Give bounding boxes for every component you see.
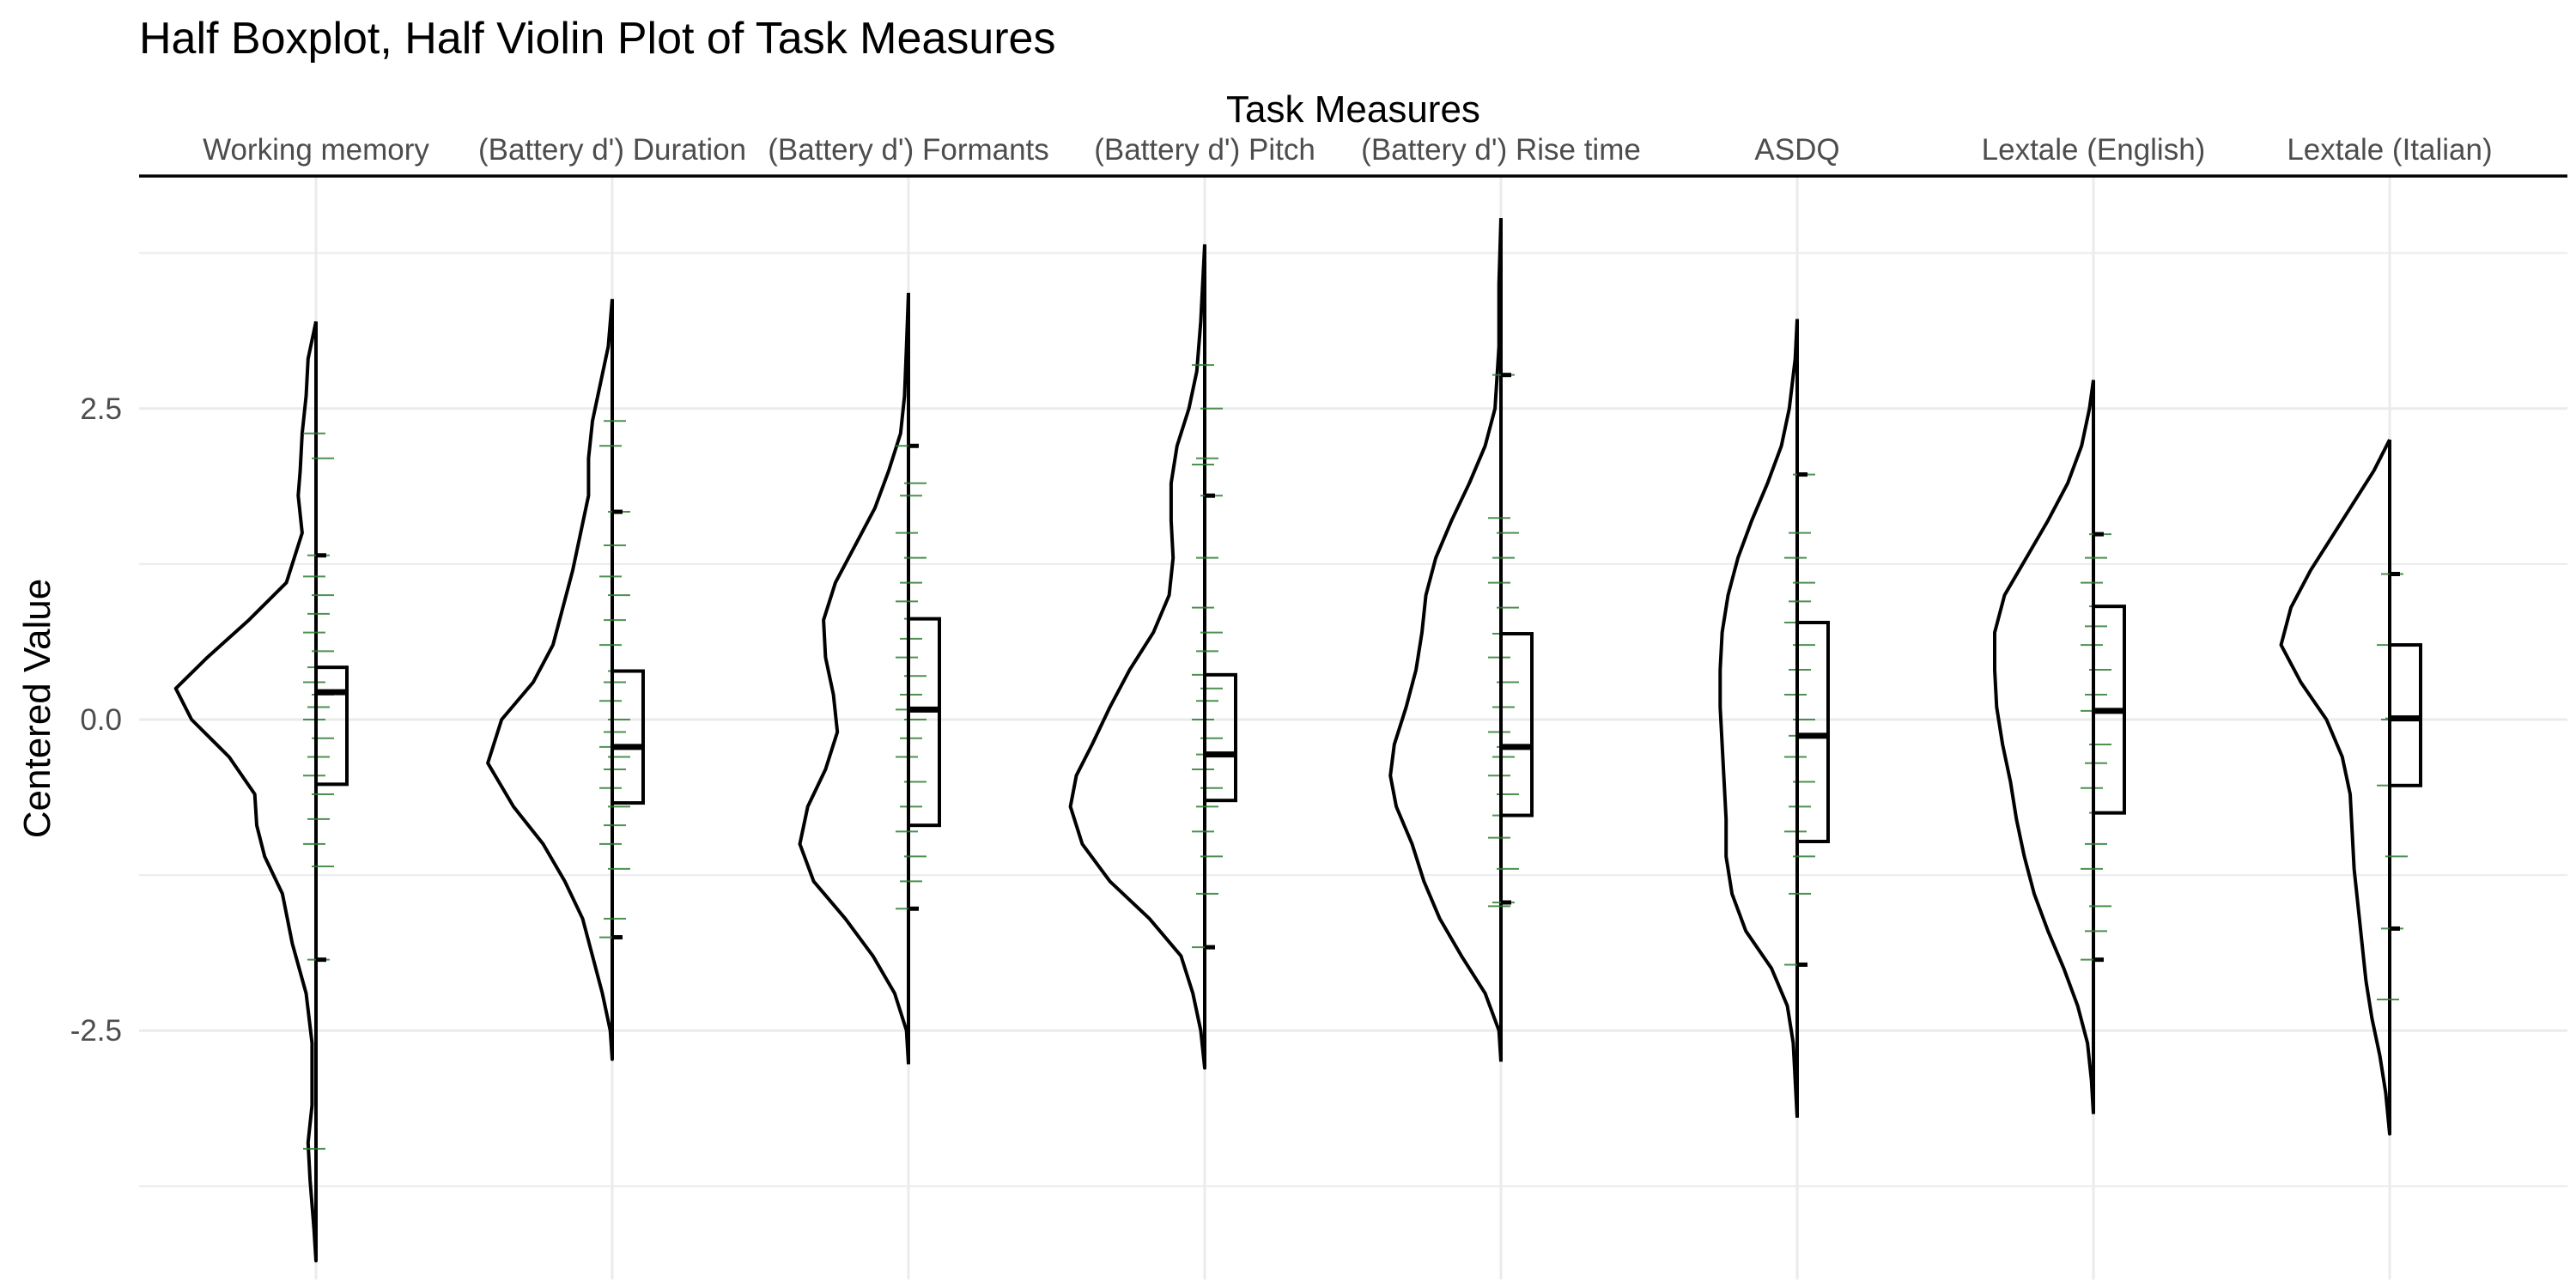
- x-tick-label: Lextale (English): [1982, 133, 2206, 167]
- violin-outline: [798, 293, 910, 1066]
- x-tick-labels: Working memory (Battery d') Duration (Batt…: [203, 133, 2493, 167]
- violin-outline: [486, 299, 614, 1061]
- y-tick-label: -2.5: [70, 1014, 122, 1048]
- y-tick-labels: -2.5 0.0 2.5: [70, 392, 122, 1048]
- x-tick-label: Working memory: [203, 133, 429, 167]
- box: [314, 665, 349, 787]
- y-tick-label: 2.5: [80, 392, 122, 426]
- box: [611, 669, 645, 805]
- y-tick-label: 0.0: [80, 703, 122, 737]
- violin-outline: [1718, 319, 1799, 1120]
- x-tick-label: (Battery d') Duration: [478, 133, 746, 167]
- x-tick-label: Lextale (Italian): [2287, 133, 2492, 167]
- x-tick-label: (Battery d') Rise time: [1361, 133, 1641, 167]
- box: [1203, 672, 1237, 803]
- box: [1499, 632, 1534, 817]
- violin-outline: [1068, 244, 1206, 1070]
- violin-outline: [1388, 218, 1503, 1064]
- boxplots: [314, 373, 2422, 967]
- box: [1795, 621, 1830, 843]
- x-tick-label: ASDQ: [1754, 133, 1839, 167]
- box: [2388, 643, 2422, 787]
- violin-outline: [1993, 380, 2095, 1115]
- x-tick-label: (Battery d') Formants: [768, 133, 1049, 167]
- chart-title: Half Boxplot, Half Violin Plot of Task M…: [139, 14, 1055, 64]
- violin-outline: [173, 320, 318, 1263]
- box: [907, 617, 941, 828]
- violin-outline: [2279, 439, 2391, 1136]
- y-axis-title: Centered Value: [16, 579, 58, 839]
- x-tick-label: (Battery d') Pitch: [1094, 133, 1315, 167]
- x-axis-title: Task Measures: [1226, 88, 1480, 131]
